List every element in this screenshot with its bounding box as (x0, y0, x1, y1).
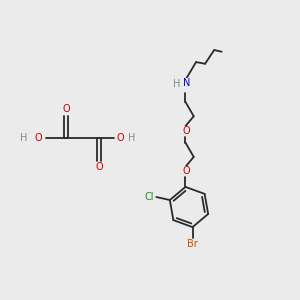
Text: N: N (183, 78, 190, 88)
Text: O: O (95, 162, 103, 172)
Text: O: O (34, 133, 42, 143)
Text: H: H (128, 133, 136, 143)
Text: Br: Br (187, 239, 198, 249)
Text: O: O (182, 126, 190, 136)
Text: O: O (117, 133, 124, 143)
Text: H: H (173, 79, 181, 89)
Text: H: H (20, 133, 28, 143)
Text: O: O (62, 104, 70, 114)
Text: Cl: Cl (145, 192, 154, 202)
Text: O: O (182, 166, 190, 176)
